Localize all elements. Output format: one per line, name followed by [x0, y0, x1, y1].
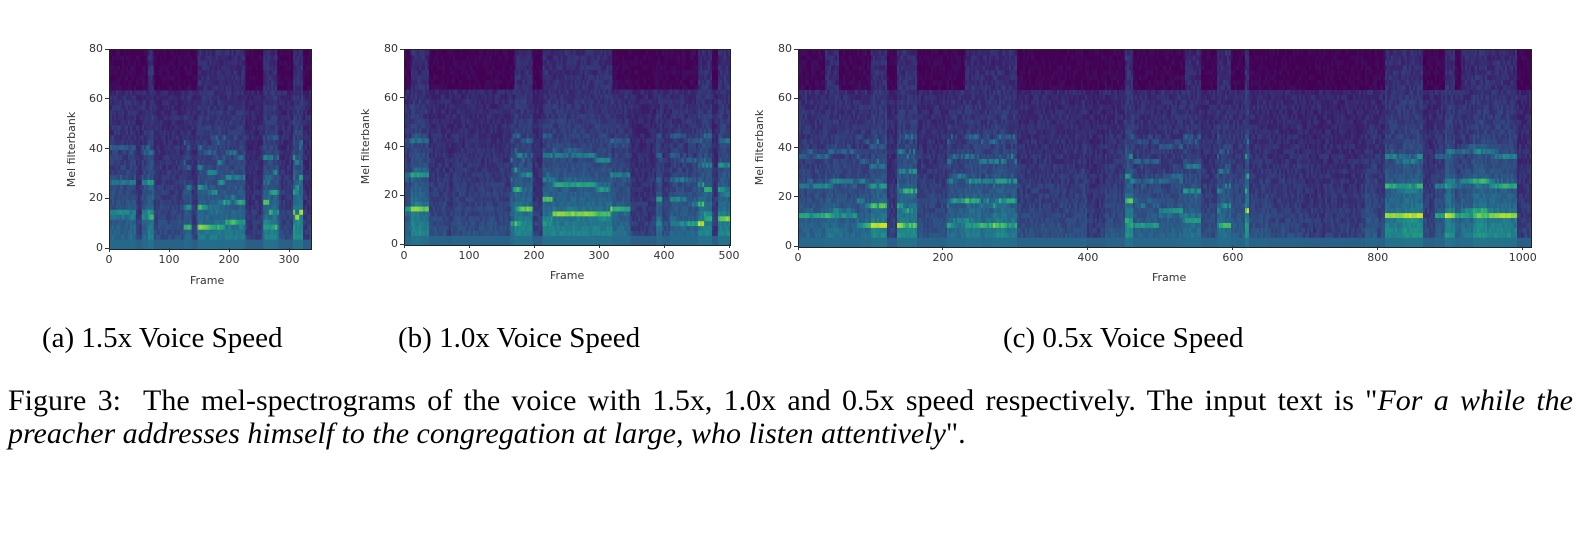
xtick	[468, 244, 470, 248]
xtick	[942, 246, 944, 250]
xtick-label: 200	[209, 253, 249, 266]
xlabel-c: Frame	[1152, 271, 1186, 284]
caption-text: The mel-spectrograms of the voice with 1…	[143, 384, 1377, 417]
ytick	[105, 247, 109, 249]
xtick-label: 200	[923, 251, 963, 264]
ytick	[794, 196, 798, 198]
ytick-label: 20	[368, 188, 398, 201]
xtick	[533, 244, 535, 248]
ytick-label: 0	[73, 241, 103, 254]
ytick	[400, 146, 404, 147]
ytick	[105, 98, 109, 100]
spectrogram-c	[798, 49, 1532, 248]
ytick	[400, 48, 404, 50]
ytick-label: 20	[762, 190, 792, 203]
xlabel-a: Frame	[190, 274, 224, 287]
ytick-label: 0	[762, 239, 792, 252]
ytick	[105, 48, 109, 50]
ytick	[794, 97, 798, 99]
xtick	[403, 244, 405, 248]
xtick-label: 200	[514, 249, 554, 262]
figure-caption: Figure 3: The mel-spectrograms of the vo…	[8, 384, 1573, 450]
xtick-label: 800	[1358, 251, 1398, 264]
subcaption-a: (a) 1.5x Voice Speed	[42, 322, 283, 355]
xtick-label: 500	[709, 249, 749, 262]
ytick	[105, 197, 109, 199]
xtick	[1232, 246, 1234, 250]
ytick-label: 60	[368, 91, 398, 104]
xtick	[797, 246, 799, 250]
figure-number: Figure 3:	[8, 384, 121, 417]
spectrogram-a	[109, 49, 312, 250]
xtick-label: 100	[149, 253, 189, 266]
xtick-label: 100	[449, 249, 489, 262]
xtick	[168, 248, 170, 252]
subcaption-c: (c) 0.5x Voice Speed	[1003, 322, 1244, 355]
spectrogram-b	[404, 49, 731, 246]
ytick-label: 60	[73, 92, 103, 105]
ytick	[794, 147, 798, 148]
ytick	[400, 243, 404, 245]
ytick	[400, 194, 404, 196]
xtick	[663, 244, 665, 248]
xtick	[1377, 246, 1379, 250]
xtick-label: 0	[384, 249, 424, 262]
subcaption-b: (b) 1.0x Voice Speed	[398, 322, 640, 355]
xtick	[728, 244, 730, 248]
ytick-label: 0	[368, 237, 398, 250]
caption-end: ".	[946, 417, 966, 450]
ytick-label: 60	[762, 91, 792, 104]
xtick-label: 1000	[1503, 251, 1543, 264]
ytick	[794, 48, 798, 50]
ytick	[794, 245, 798, 247]
ytick-label: 80	[73, 42, 103, 55]
ytick	[105, 148, 109, 149]
xtick-label: 400	[644, 249, 684, 262]
xtick-label: 300	[579, 249, 619, 262]
ytick	[400, 97, 404, 99]
caption-quote: For a while the preacher addresses himse…	[8, 384, 1573, 450]
xtick-label: 600	[1213, 251, 1253, 264]
xtick-label: 400	[1068, 251, 1108, 264]
xlabel-b: Frame	[550, 269, 584, 282]
xtick	[288, 248, 290, 252]
ytick-label: 20	[73, 191, 103, 204]
xtick-label: 0	[778, 251, 818, 264]
xtick	[598, 244, 600, 248]
ytick-label: 40	[368, 140, 398, 153]
xtick-label: 300	[269, 253, 309, 266]
xtick	[228, 248, 230, 252]
ytick-label: 40	[762, 141, 792, 154]
xtick-label: 0	[89, 253, 129, 266]
ytick-label: 80	[368, 42, 398, 55]
xtick	[1522, 246, 1524, 250]
xtick	[1087, 246, 1089, 250]
ytick-label: 40	[73, 142, 103, 155]
ytick-label: 80	[762, 42, 792, 55]
xtick	[108, 248, 110, 252]
